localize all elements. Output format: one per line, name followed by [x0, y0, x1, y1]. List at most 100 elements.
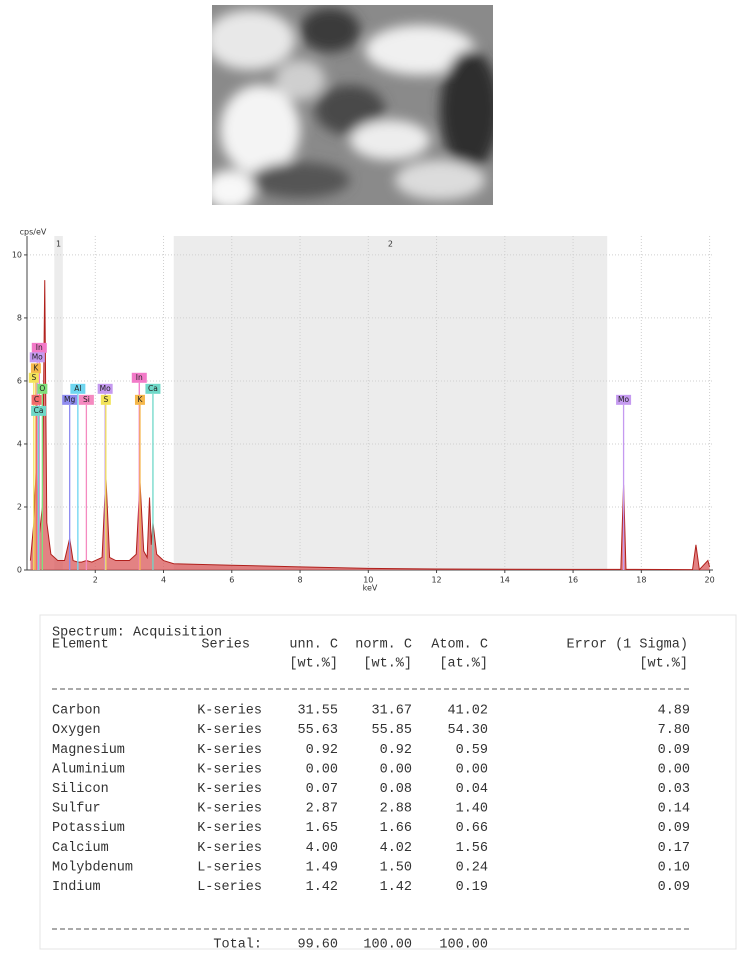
element-marker-box — [70, 383, 86, 394]
element-marker-label: S — [103, 395, 108, 404]
element-marker-label: Mg — [64, 395, 75, 404]
cell: 41.02 — [447, 704, 488, 719]
cell: 1.65 — [306, 821, 338, 836]
element-name: Oxygen — [52, 723, 101, 738]
element-marker-box — [37, 383, 48, 394]
cell: 0.92 — [380, 743, 412, 758]
column-header: norm. C — [355, 638, 412, 653]
column-unit: [wt.%] — [363, 657, 412, 672]
sem-image — [212, 5, 493, 205]
cell: K-series — [197, 782, 262, 797]
cell: 55.85 — [371, 723, 412, 738]
cell: L-series — [197, 860, 262, 875]
x-tick-label: 14 — [500, 576, 510, 585]
element-marker-label: K — [138, 395, 144, 404]
element-marker-box — [78, 394, 94, 405]
x-tick-label: 20 — [704, 576, 714, 585]
x-tick-label: 16 — [568, 576, 578, 585]
total-value: 99.60 — [297, 938, 338, 950]
cell: K-series — [197, 704, 262, 719]
element-marker-label: Mo — [32, 352, 43, 361]
cell: 0.00 — [306, 762, 338, 777]
cell: 2.88 — [380, 802, 412, 817]
cell: 0.04 — [456, 782, 488, 797]
table-frame — [39, 614, 737, 950]
cell: 0.24 — [456, 860, 488, 875]
element-marker-label: Ca — [148, 384, 158, 393]
element-marker-box — [31, 394, 42, 405]
cell: K-series — [197, 723, 262, 738]
element-marker-label: Ca — [34, 406, 44, 415]
cell: K-series — [197, 802, 262, 817]
cell: 0.14 — [658, 802, 690, 817]
cell: 0.17 — [658, 841, 690, 856]
x-tick-label: 4 — [161, 576, 166, 585]
y-tick-label: 6 — [17, 376, 22, 385]
cell: 2.87 — [306, 802, 338, 817]
cell: K-series — [197, 762, 262, 777]
element-name: Indium — [52, 880, 101, 895]
y-tick-label: 4 — [17, 439, 22, 448]
cell: 1.66 — [380, 821, 412, 836]
element-marker-box — [100, 394, 111, 405]
element-marker-label: In — [36, 343, 43, 352]
cell: 1.50 — [380, 860, 412, 875]
column-header: unn. C — [289, 638, 338, 653]
y-axis-label: cps/eV — [20, 228, 47, 237]
cell: K-series — [197, 743, 262, 758]
element-name: Sulfur — [52, 802, 101, 817]
element-marker-label: Mo — [618, 395, 629, 404]
column-header: Error (1 Sigma) — [566, 638, 688, 653]
element-name: Silicon — [52, 782, 109, 797]
cell: 1.56 — [456, 841, 488, 856]
cell: 0.59 — [456, 743, 488, 758]
spectrum-line — [29, 280, 711, 571]
y-tick-label: 0 — [17, 566, 22, 575]
cell: 0.00 — [380, 762, 412, 777]
cell: 0.09 — [658, 880, 690, 895]
cell: 0.00 — [456, 762, 488, 777]
element-marker-box — [134, 394, 145, 405]
region — [173, 236, 608, 570]
cell: 54.30 — [447, 723, 488, 738]
cell: 0.92 — [306, 743, 338, 758]
total-value: 100.00 — [363, 938, 412, 950]
element-marker-label: O — [39, 384, 45, 393]
x-tick-label: 2 — [93, 576, 98, 585]
element-marker-box — [131, 372, 147, 383]
element-marker-box — [30, 363, 41, 374]
y-tick-label: 10 — [12, 250, 22, 259]
element-marker-label: C — [34, 395, 39, 404]
element-marker-box — [97, 383, 113, 394]
region-label: 1 — [56, 240, 61, 249]
element-marker-box — [28, 372, 39, 383]
element-name: Potassium — [52, 821, 125, 836]
x-tick-label: 8 — [297, 576, 302, 585]
total-label: Total: — [213, 938, 262, 950]
y-tick-label: 2 — [17, 502, 22, 511]
element-marker-box — [29, 352, 45, 363]
element-name: Calcium — [52, 841, 109, 856]
region — [54, 236, 63, 570]
cell: 0.07 — [306, 782, 338, 797]
element-marker-box — [145, 383, 161, 394]
cell: 31.67 — [371, 704, 412, 719]
cell: 0.03 — [658, 782, 690, 797]
cell: 1.40 — [456, 802, 488, 817]
element-marker-label: Si — [83, 395, 90, 404]
total-value: 100.00 — [439, 938, 488, 950]
cell: 31.55 — [297, 704, 338, 719]
cell: 0.66 — [456, 821, 488, 836]
table-title: Spectrum: Acquisition — [52, 626, 222, 641]
element-marker-label: Mo — [100, 384, 111, 393]
cell: 0.19 — [456, 880, 488, 895]
cell: 0.09 — [658, 743, 690, 758]
element-marker-label: S — [31, 373, 36, 382]
x-tick-label: 12 — [431, 576, 441, 585]
element-marker-box — [31, 342, 47, 353]
cell: 0.08 — [380, 782, 412, 797]
cell: 55.63 — [297, 723, 338, 738]
element-marker-label: Al — [74, 384, 81, 393]
